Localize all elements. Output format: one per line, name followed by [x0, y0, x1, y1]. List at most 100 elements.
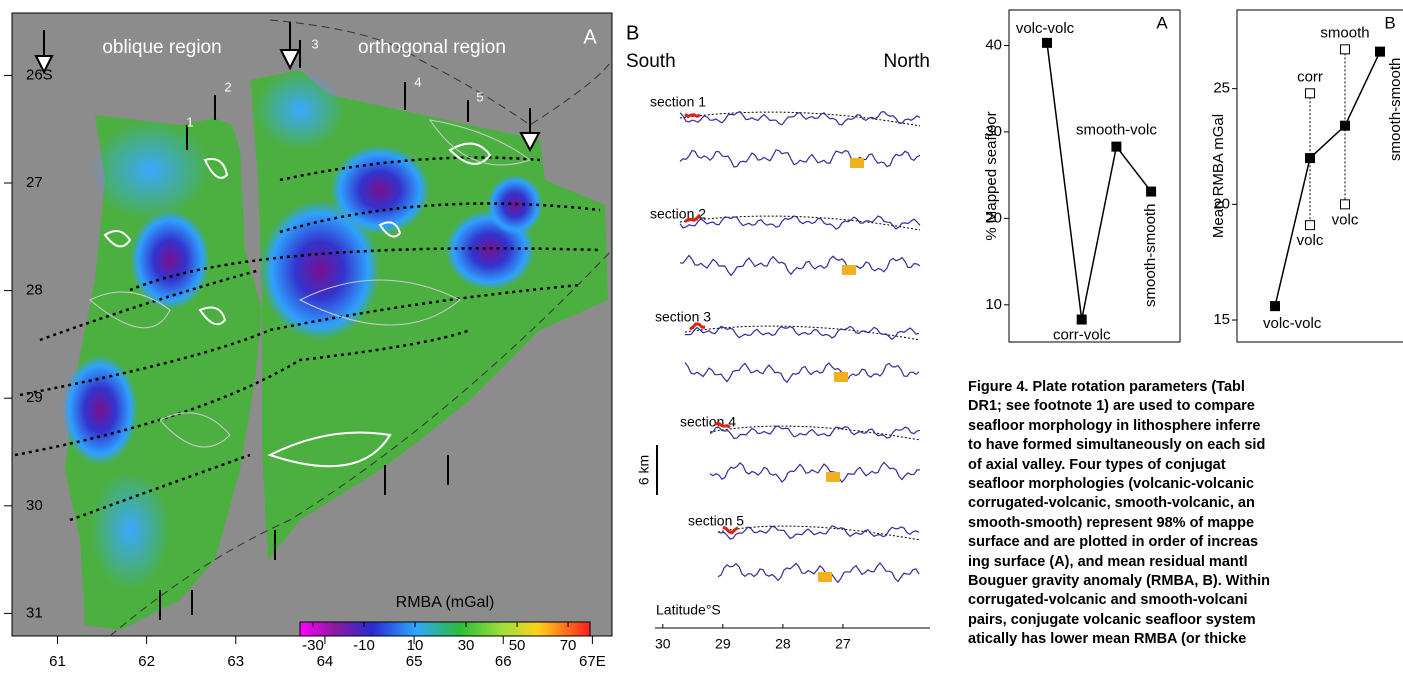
profile-line: [685, 325, 920, 341]
profile-reference: [679, 215, 921, 231]
caption-line: smooth-smooth) represent 98% of mappe: [968, 514, 1255, 531]
gravity-low: [130, 210, 210, 310]
fill-patch: [818, 572, 832, 582]
y-tick-label: 40: [985, 36, 1002, 53]
isochrons: [14, 156, 601, 522]
colorbar-title: RMBA (mGal): [396, 594, 495, 611]
y-tick-label: 31: [26, 604, 43, 621]
x-tick-label: 62: [138, 653, 155, 670]
caption-line: seafloor morphologies (volcanic-volcanic: [968, 476, 1255, 493]
gravity-low: [487, 175, 543, 235]
profile-line: [709, 461, 921, 484]
caption-line: pairs, conjugate volcanic seafloor syste…: [968, 611, 1256, 628]
blue-area: [90, 120, 210, 220]
section-number: 2: [224, 79, 231, 94]
colorbar-tick-label: -10: [353, 637, 375, 654]
category-label: smooth-smooth: [1387, 58, 1403, 161]
south-label: South: [626, 51, 676, 72]
arrows: [34, 22, 541, 620]
fill-patch: [826, 472, 840, 482]
section-number: 5: [476, 89, 483, 104]
y-tick-label: 30: [985, 123, 1002, 140]
caption-line: corrugated-volcanic, smooth-volcanic, an: [968, 495, 1255, 512]
fill-patch: [834, 372, 848, 382]
section-label: section 5: [688, 513, 744, 529]
category-label: volc-volc: [1016, 20, 1075, 37]
contours: [89, 119, 532, 448]
x-tick-label: 29: [715, 636, 731, 652]
profile-line: [679, 110, 921, 126]
y-axis-label: % Mapped seafloor: [983, 111, 1000, 240]
section-number: 3: [311, 36, 318, 51]
point-label: smooth: [1320, 24, 1369, 41]
category-label: corr-volc: [1053, 326, 1111, 343]
volcanic-segment: [684, 213, 702, 223]
profile-line: [709, 425, 921, 440]
panel-label: B: [626, 22, 639, 44]
caption-line: DR1; see footnote 1) are used to compare: [968, 398, 1255, 415]
x-tick-label: 67E: [579, 653, 606, 670]
x-tick-label: 27: [835, 636, 851, 652]
caption-line: seafloor morphology in lithosphere infer…: [968, 417, 1261, 434]
point-label: volc: [1297, 232, 1324, 249]
y-tick-label: 15: [1213, 311, 1230, 328]
colorbar-tick-label: 50: [509, 637, 526, 654]
section-label: section 3: [655, 309, 711, 325]
profile-line: [684, 362, 920, 384]
gravity-low: [330, 145, 430, 235]
point: [1375, 46, 1385, 57]
caption-line: Bouguer gravity anomaly (RMBA, B). Withi…: [968, 573, 1270, 590]
y-tick-label: 29: [26, 389, 43, 406]
x-tick-label: 65: [406, 653, 423, 670]
point: [1111, 141, 1122, 152]
category-label: smooth-volc: [1076, 122, 1157, 139]
gravity-low: [260, 200, 380, 340]
section-label: section 1: [650, 94, 706, 110]
north-label: North: [884, 51, 930, 72]
volcanic-segment: [684, 113, 701, 119]
section-label: section 2: [650, 206, 706, 222]
point: [1270, 301, 1280, 312]
x-tick-label: 66: [495, 653, 512, 670]
y-tick-label: 26S: [26, 66, 53, 83]
point-label: volc: [1332, 211, 1359, 228]
volcanic-segment: [722, 525, 739, 535]
open-point: [1340, 44, 1350, 55]
category-label: smooth-smooth: [1142, 204, 1159, 307]
boundary: [109, 249, 613, 637]
blue-area: [255, 70, 345, 150]
y-tick-label: 27: [26, 174, 43, 191]
y-tick-label: 20: [1213, 195, 1230, 212]
x-tick-label: 61: [49, 653, 66, 670]
y-axis-label: Mean RMBA mGal: [1210, 114, 1227, 238]
point: [1042, 37, 1052, 48]
profile-reference: [679, 111, 921, 127]
map-panel: [11, 12, 613, 637]
panel-label: A: [1156, 13, 1168, 32]
profile-line: [679, 149, 921, 168]
open-point: [1305, 88, 1315, 99]
caption-line: to have formed simultaneously on each si…: [968, 437, 1266, 454]
section-number: 4: [414, 74, 421, 89]
plot-frame: [1236, 9, 1403, 343]
point: [1340, 120, 1350, 131]
boundary: [269, 19, 613, 126]
fill-patch: [842, 265, 856, 275]
y-tick-label: 10: [985, 296, 1002, 313]
scale-label: 6 km: [636, 455, 652, 485]
x-axis-label: Latitude°S: [656, 602, 721, 618]
point-label: corr: [1297, 68, 1323, 85]
y-tick-label: 25: [1213, 80, 1230, 97]
colorbar-tick-label: 10: [407, 637, 424, 654]
colorbar: [299, 621, 591, 637]
profile-line: [717, 562, 920, 584]
fill-patch: [850, 158, 864, 168]
x-tick-label: 64: [317, 653, 334, 670]
y-tick-label: 28: [26, 282, 43, 299]
series-line: [1046, 42, 1152, 320]
caption-line: surface and are plotted in order of incr…: [968, 534, 1259, 551]
blue-area: [90, 470, 170, 590]
caption: Figure 4. Plate rotation parameters (Tab…: [968, 378, 1403, 650]
